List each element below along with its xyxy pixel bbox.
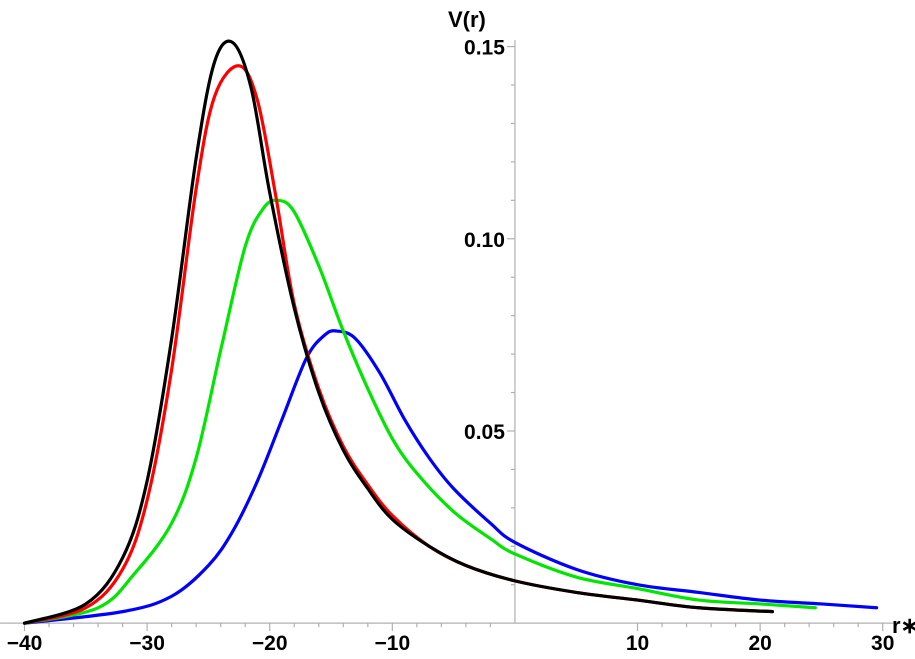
series-line-4: [22, 329, 879, 625]
x-tick-label: −40: [7, 632, 43, 655]
series-layer: [22, 39, 879, 625]
axes: [0, 40, 895, 624]
ticks: −40 −30 −20 −10 10 20 30 0.05 0.10 0.15: [7, 37, 895, 656]
series-line-1: [22, 39, 774, 625]
y-tick-label: 0.10: [464, 229, 505, 252]
x-axis-label: r∗: [892, 613, 915, 638]
x-tick-label: −20: [252, 632, 288, 655]
y-tick-label: 0.15: [464, 37, 505, 60]
series-line-2: [22, 64, 774, 625]
y-axis-label: V(r): [448, 7, 486, 32]
x-tick-label: 20: [748, 632, 771, 655]
x-tick-label: −10: [375, 632, 411, 655]
x-tick-label: 10: [626, 632, 649, 655]
y-tick-label: 0.05: [464, 421, 505, 444]
x-tick-label: 30: [871, 632, 894, 655]
series-line-3: [22, 198, 817, 625]
x-tick-label: −30: [129, 632, 165, 655]
